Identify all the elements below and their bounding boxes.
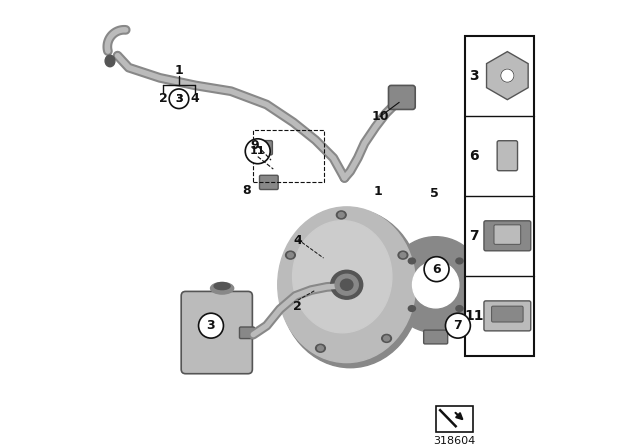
Ellipse shape	[381, 334, 392, 342]
FancyBboxPatch shape	[239, 327, 255, 339]
Bar	[436, 406, 474, 431]
Ellipse shape	[211, 283, 234, 294]
Text: 2: 2	[293, 300, 302, 313]
Text: 1: 1	[374, 185, 382, 198]
FancyBboxPatch shape	[424, 330, 448, 344]
Ellipse shape	[331, 270, 363, 299]
Ellipse shape	[214, 283, 230, 289]
Text: 11: 11	[465, 309, 484, 323]
Text: 3: 3	[470, 69, 479, 82]
Text: 7: 7	[470, 229, 479, 243]
Ellipse shape	[400, 253, 406, 258]
Ellipse shape	[317, 346, 323, 351]
FancyBboxPatch shape	[253, 141, 273, 155]
Ellipse shape	[408, 258, 415, 264]
Circle shape	[169, 89, 189, 108]
Text: 6: 6	[470, 149, 479, 163]
Circle shape	[424, 257, 449, 282]
Ellipse shape	[335, 274, 358, 295]
Ellipse shape	[337, 211, 346, 219]
Text: 3: 3	[207, 319, 215, 332]
Ellipse shape	[278, 207, 415, 362]
Bar	[465, 35, 534, 356]
Ellipse shape	[285, 251, 295, 259]
Text: 318604: 318604	[433, 436, 476, 446]
Text: 4: 4	[293, 234, 302, 247]
Text: 11: 11	[250, 146, 266, 156]
Text: 1: 1	[175, 64, 183, 77]
Ellipse shape	[398, 251, 408, 259]
Text: 5: 5	[429, 187, 438, 200]
Circle shape	[445, 313, 470, 338]
FancyBboxPatch shape	[181, 291, 252, 374]
Text: 7: 7	[454, 319, 462, 332]
FancyBboxPatch shape	[497, 141, 518, 171]
Ellipse shape	[456, 306, 463, 311]
FancyBboxPatch shape	[388, 86, 415, 109]
Circle shape	[245, 139, 270, 164]
Ellipse shape	[316, 344, 325, 352]
Circle shape	[198, 313, 223, 338]
FancyBboxPatch shape	[259, 175, 278, 190]
Text: 6: 6	[432, 263, 441, 276]
Ellipse shape	[456, 258, 463, 264]
Ellipse shape	[105, 55, 115, 67]
Text: 4: 4	[190, 92, 199, 105]
Ellipse shape	[388, 237, 484, 333]
FancyBboxPatch shape	[484, 301, 531, 331]
Text: 3: 3	[175, 94, 183, 104]
Ellipse shape	[413, 262, 459, 308]
FancyBboxPatch shape	[494, 225, 521, 244]
Polygon shape	[486, 52, 528, 99]
Ellipse shape	[340, 279, 353, 290]
Ellipse shape	[292, 221, 392, 333]
Ellipse shape	[408, 306, 415, 311]
Text: 10: 10	[371, 110, 389, 123]
Ellipse shape	[339, 212, 344, 217]
Text: 9: 9	[250, 139, 259, 152]
Text: 3: 3	[175, 94, 183, 104]
Ellipse shape	[280, 209, 420, 368]
Ellipse shape	[287, 253, 293, 258]
FancyBboxPatch shape	[492, 306, 523, 322]
Ellipse shape	[384, 336, 390, 341]
FancyBboxPatch shape	[484, 221, 531, 251]
Text: 2: 2	[159, 92, 168, 105]
Ellipse shape	[500, 69, 514, 82]
Text: 8: 8	[243, 184, 251, 197]
